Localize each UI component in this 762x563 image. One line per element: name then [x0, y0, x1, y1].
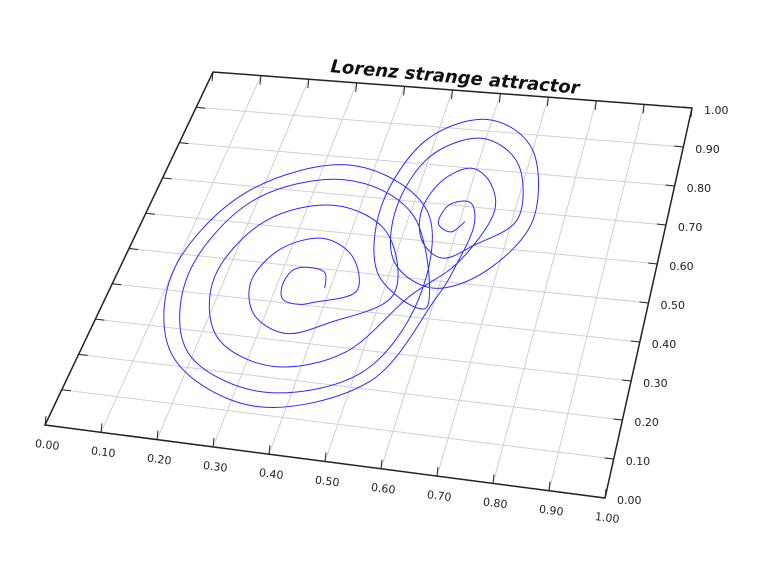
y-tick-label: 0.40	[652, 338, 677, 351]
x-tick-label: 0.10	[90, 444, 116, 460]
y-tick	[145, 212, 155, 215]
x-tick	[212, 437, 215, 447]
grid-line	[162, 177, 666, 226]
y-tick	[61, 389, 71, 392]
x-tick	[548, 481, 551, 491]
trajectory	[163, 118, 539, 408]
y-tick	[630, 340, 640, 343]
y-tick	[128, 248, 139, 250]
plot-frame	[43, 71, 693, 499]
y-tick	[78, 353, 88, 356]
y-tick	[674, 145, 684, 148]
x-tick	[100, 423, 103, 433]
x-tick	[380, 459, 383, 469]
grid-line	[112, 283, 640, 343]
x-tick	[259, 75, 262, 85]
grid-line	[145, 212, 658, 265]
x-tick-label: 0.60	[370, 481, 396, 497]
x-tick-label: 0.00	[34, 437, 60, 453]
x-tick	[355, 82, 358, 92]
y-tick-label: 0.20	[634, 416, 659, 429]
grid-line	[179, 142, 675, 187]
x-tick	[498, 93, 501, 103]
y-tick-label: 0.90	[695, 143, 720, 156]
x-tick	[436, 467, 439, 477]
x-tick-label: 0.20	[146, 452, 172, 468]
x-tick-label: 0.90	[538, 503, 564, 519]
y-tick	[656, 223, 666, 226]
y-tick	[196, 106, 206, 109]
y-tick	[648, 262, 658, 265]
grid-line	[196, 106, 684, 148]
y-tick-label: 0.30	[643, 377, 668, 390]
y-tick	[162, 177, 172, 180]
y-tick	[622, 379, 632, 382]
x-tick	[546, 97, 549, 107]
grid-line	[128, 248, 649, 304]
x-tick	[642, 104, 645, 114]
x-tick	[324, 452, 327, 462]
x-tick-label: 0.30	[202, 459, 228, 475]
x-tick	[307, 79, 310, 89]
x-tick	[268, 445, 271, 455]
y-tick-label: 0.10	[626, 455, 651, 468]
x-tick-label: 1.00	[594, 510, 620, 526]
x-tick-label: 0.40	[258, 466, 284, 482]
y-tick	[95, 318, 105, 321]
x-tick	[492, 474, 495, 484]
x-tick-label: 0.50	[314, 474, 340, 490]
y-tick	[639, 301, 649, 304]
x-tick	[451, 89, 453, 100]
y-tick-label: 0.50	[661, 299, 686, 312]
x-tick	[594, 100, 597, 110]
grid-line	[78, 353, 623, 421]
y-tick	[665, 184, 675, 187]
x-tick	[403, 86, 406, 96]
y-tick	[112, 283, 122, 286]
grid-line	[61, 389, 614, 460]
chart-title: Lorenz strange attractor	[330, 56, 582, 99]
y-tick	[604, 457, 614, 460]
y-tick-label: 0.00	[617, 494, 642, 507]
y-tick-label: 0.70	[678, 221, 703, 234]
y-tick-label: 0.80	[687, 182, 712, 195]
y-tick	[179, 142, 189, 145]
x-tick	[156, 430, 159, 440]
grid-line	[95, 318, 632, 382]
x-tick-label: 0.70	[426, 488, 452, 504]
y-tick	[613, 418, 623, 421]
y-tick-label: 0.60	[669, 260, 694, 273]
x-tick-label: 0.80	[482, 495, 508, 511]
y-tick-label: 1.00	[704, 104, 729, 117]
